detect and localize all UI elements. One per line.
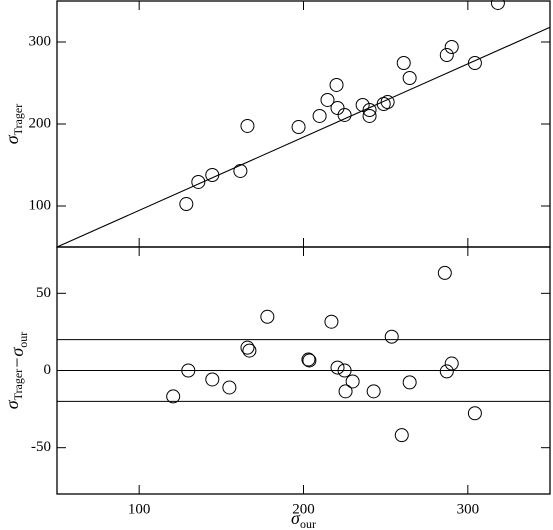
data-point: [240, 340, 255, 355]
data-point: [233, 163, 248, 178]
data-point: [166, 389, 181, 404]
data-point: [402, 70, 417, 85]
data-point: [291, 120, 306, 135]
data-point: [320, 92, 335, 107]
label-main: σ: [2, 399, 22, 409]
data-point: [394, 428, 409, 443]
data-point: [362, 103, 377, 118]
data-point: [439, 364, 454, 379]
data-point: [240, 118, 255, 133]
data-point: [222, 380, 237, 395]
data-point: [330, 101, 345, 116]
y-tick-label: -50: [31, 439, 51, 455]
y-tick-label: 200: [29, 115, 52, 131]
plot-frame: [56, 0, 551, 248]
y-tick-label: 50: [36, 285, 51, 301]
data-point: [260, 309, 275, 324]
label-main: σ: [291, 508, 301, 528]
axis-label: σTrager: [2, 104, 25, 144]
y-tick-label: 300: [29, 33, 52, 49]
data-point: [191, 174, 206, 189]
data-point: [439, 48, 454, 63]
data-point: [181, 363, 196, 378]
label-sub: Trager: [11, 104, 25, 136]
data-point: [205, 168, 220, 183]
x-tick-label: 100: [128, 501, 151, 517]
data-point: [324, 314, 339, 329]
label-main: −σ: [7, 347, 27, 369]
data-point: [490, 0, 505, 10]
x-tick-label: 200: [292, 501, 315, 517]
data-point: [330, 360, 345, 375]
data-point: [302, 353, 317, 368]
data-point: [444, 40, 459, 55]
x-tick-label: 300: [457, 501, 480, 517]
data-point: [380, 95, 395, 110]
y-tick-label: 100: [29, 197, 52, 213]
data-point: [329, 77, 344, 92]
data-point: [301, 352, 316, 367]
data-point: [467, 406, 482, 421]
label-sub: our: [16, 332, 30, 348]
data-point: [337, 107, 352, 122]
data-point: [467, 55, 482, 70]
data-point: [179, 197, 194, 212]
axis-label: σour: [291, 508, 316, 530]
data-point: [402, 375, 417, 390]
label-sub: our: [300, 517, 316, 530]
data-point: [338, 384, 353, 399]
data-point: [312, 108, 327, 123]
data-point: [362, 108, 377, 123]
data-point: [444, 356, 459, 371]
label-sub: Trager: [11, 369, 25, 401]
y-tick-label: 0: [44, 362, 52, 378]
label-main: σ: [2, 134, 22, 144]
axis-label: σTrager−σour: [2, 332, 30, 409]
data-point: [242, 343, 257, 358]
fit-line: [56, 26, 551, 248]
data-point: [355, 97, 370, 112]
data-point: [384, 329, 399, 344]
data-point: [345, 374, 360, 389]
data-point: [396, 55, 411, 70]
data-point: [205, 372, 220, 387]
data-point: [366, 384, 381, 399]
data-point: [437, 265, 452, 280]
data-point: [337, 363, 352, 378]
